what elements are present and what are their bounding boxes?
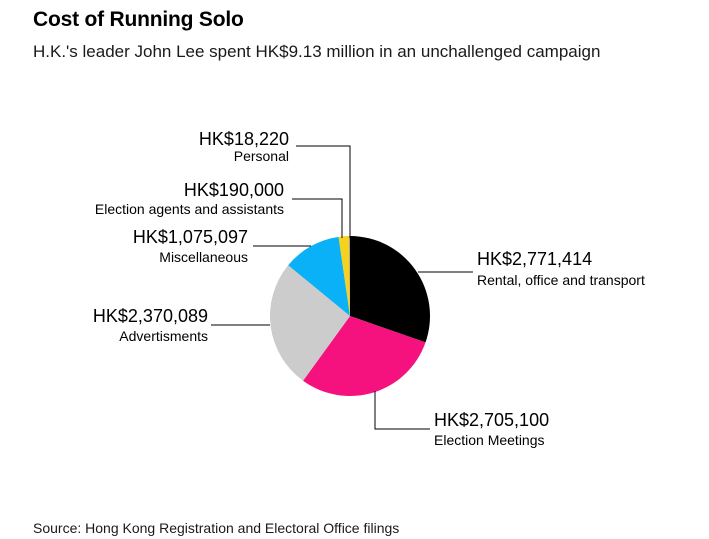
source-note: Source: Hong Kong Registration and Elect… bbox=[33, 520, 400, 536]
category-label-election-meetings: Election Meetings bbox=[434, 432, 545, 448]
pie-slice-miscellaneous bbox=[288, 236, 350, 316]
category-label-miscellaneous: Miscellaneous bbox=[159, 249, 248, 265]
leader-line-election-agents bbox=[292, 198, 343, 238]
chart-title: Cost of Running Solo bbox=[33, 8, 244, 31]
leader-line-election-meetings bbox=[374, 391, 430, 430]
pie-slices bbox=[270, 236, 430, 396]
leader-line-personal bbox=[296, 145, 351, 238]
pie-slice-personal bbox=[348, 236, 350, 316]
category-label-personal: Personal bbox=[234, 148, 289, 164]
value-label-election-meetings: HK$2,705,100 bbox=[434, 410, 549, 430]
pie-slice-election-meetings bbox=[303, 316, 426, 396]
pie-slice-rental-office-and-transport bbox=[350, 236, 430, 343]
category-label-election-agents: Election agents and assistants bbox=[95, 201, 284, 217]
category-label-advertisments: Advertisments bbox=[119, 328, 208, 344]
pie-slice-election-agents-and-assistants bbox=[338, 236, 350, 316]
value-label-miscellaneous: HK$1,075,097 bbox=[133, 227, 248, 247]
value-label-rental: HK$2,771,414 bbox=[477, 249, 592, 269]
value-label-personal: HK$18,220 bbox=[199, 129, 289, 149]
chart-subtitle: H.K.'s leader John Lee spent HK$9.13 mil… bbox=[33, 42, 601, 61]
category-label-rental: Rental, office and transport bbox=[477, 272, 645, 288]
value-label-election-agents: HK$190,000 bbox=[184, 180, 284, 200]
value-label-advertisments: HK$2,370,089 bbox=[93, 306, 208, 326]
pie-slice-advertisments bbox=[270, 265, 350, 381]
